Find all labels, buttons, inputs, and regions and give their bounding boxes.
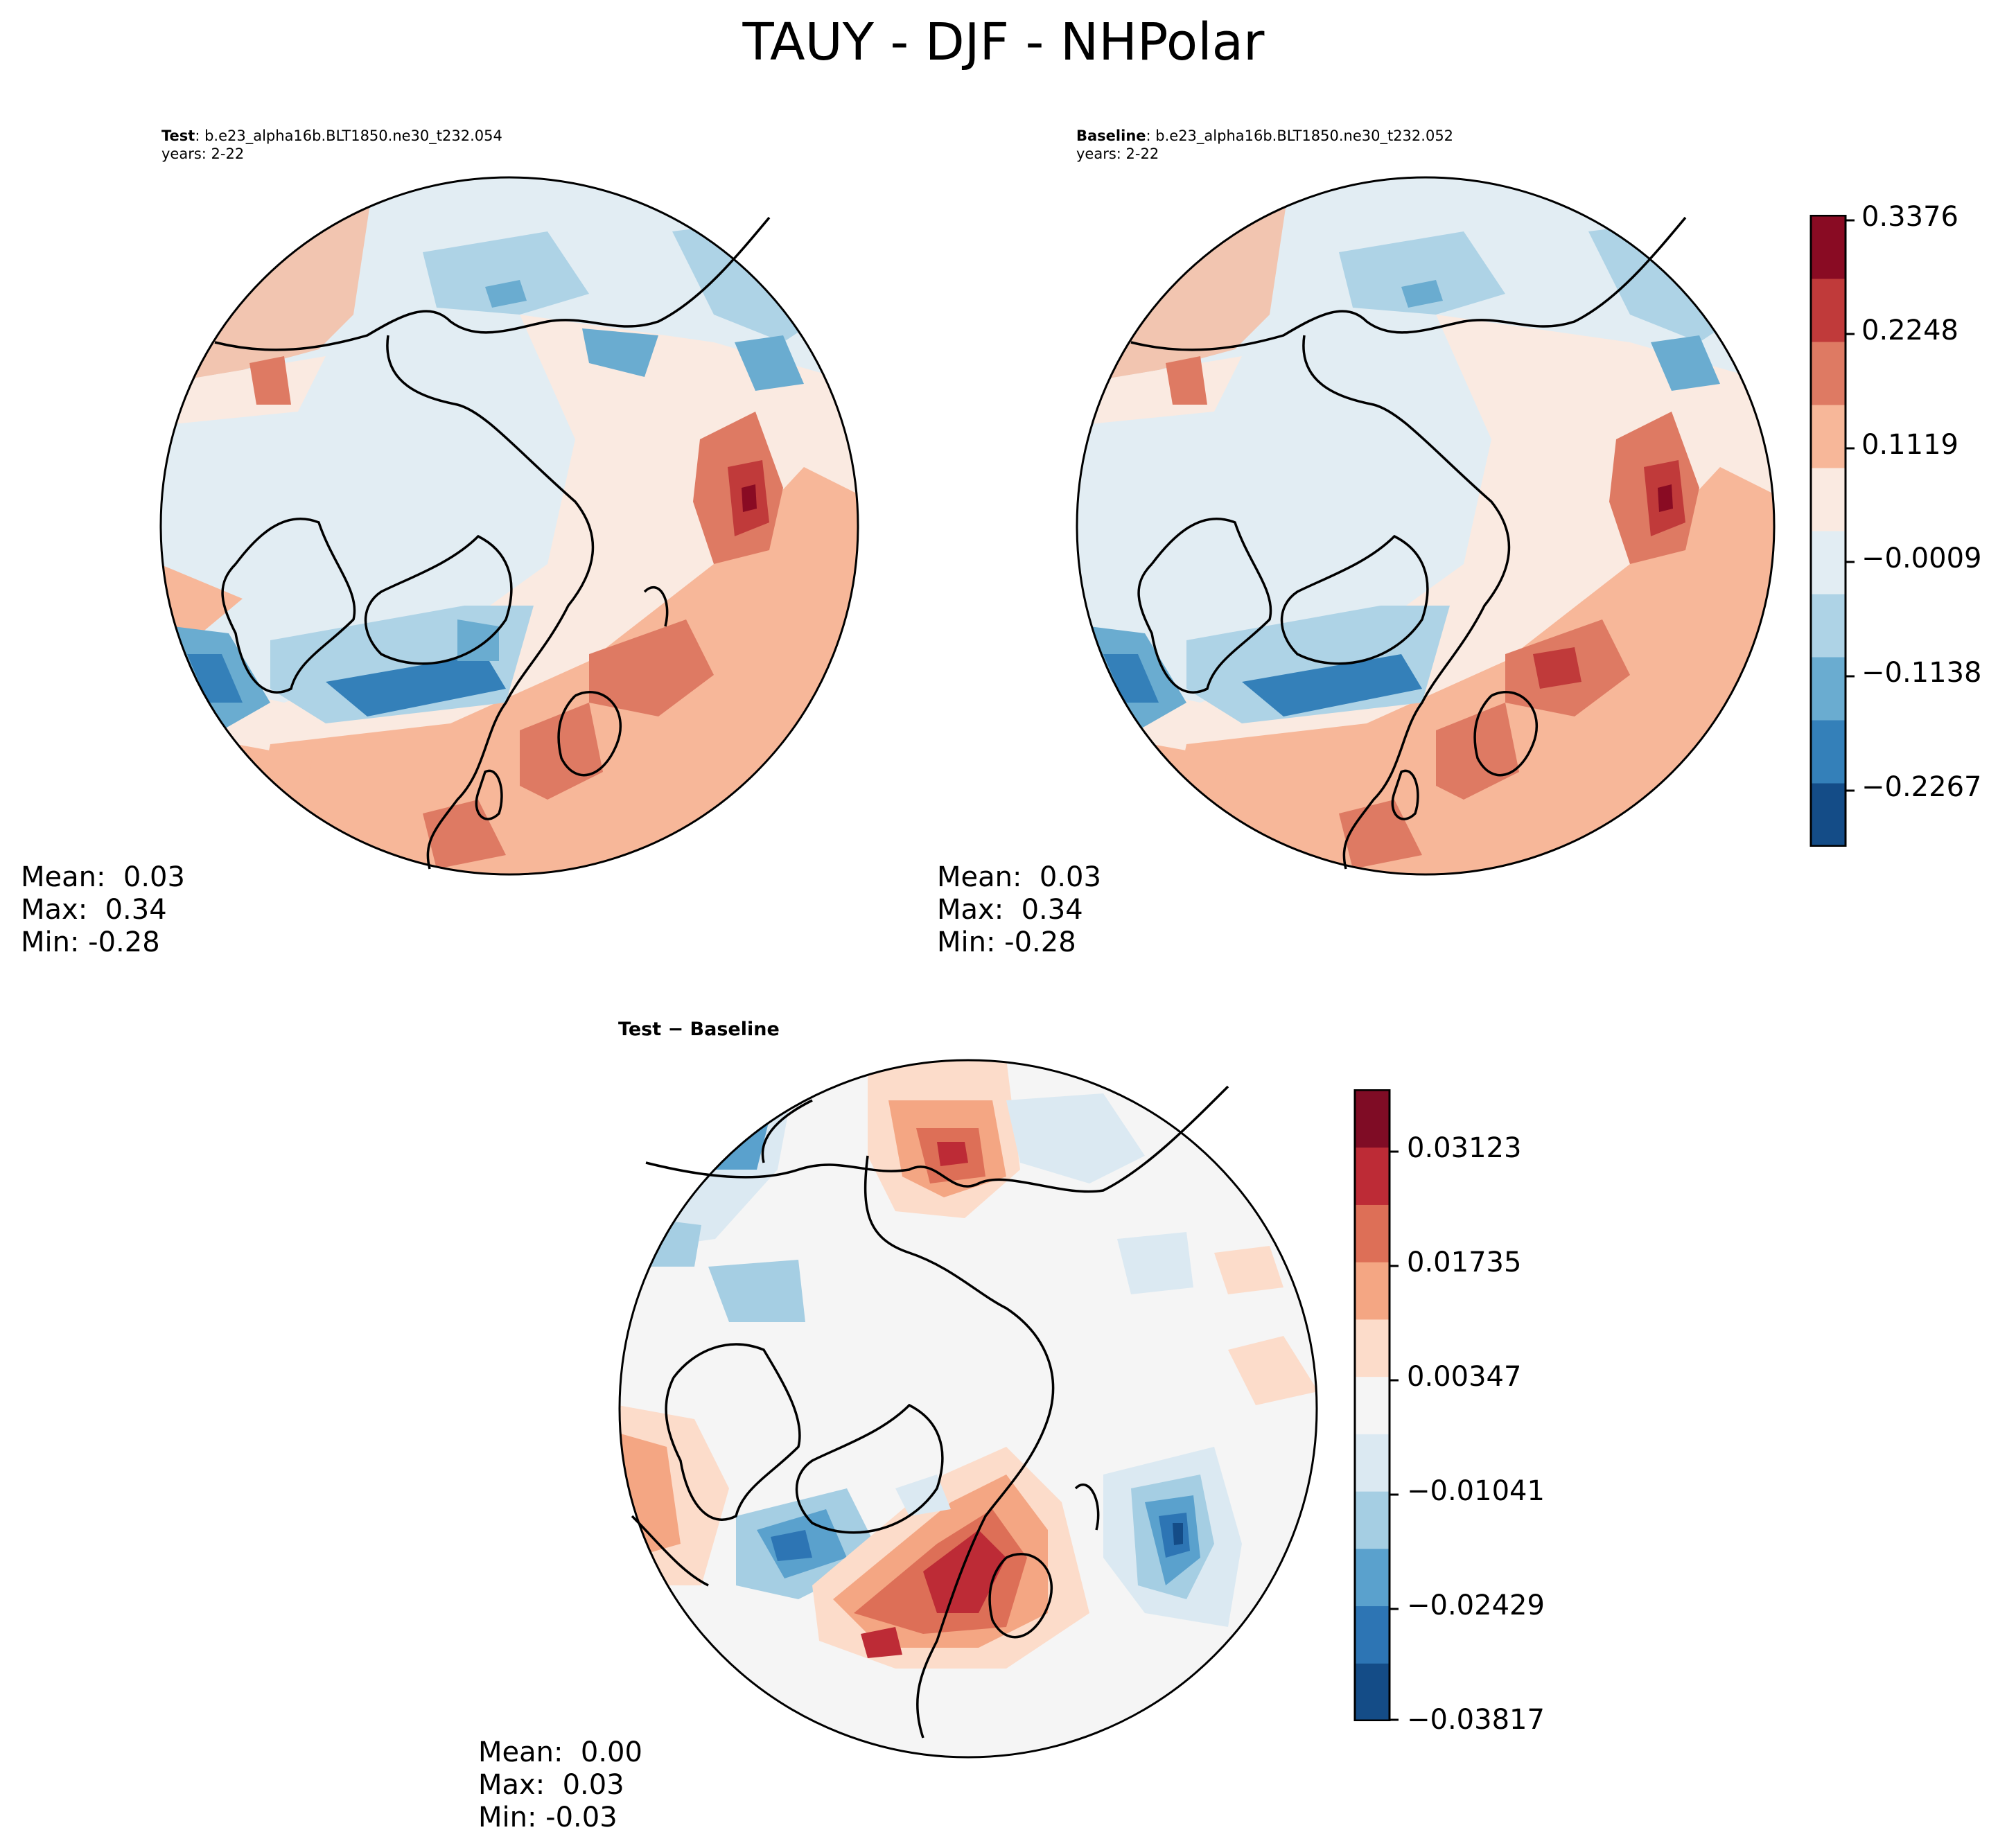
test-stat-max: Max: 0.34 xyxy=(21,894,167,926)
diff-stat-min: Min: -0.03 xyxy=(478,1802,617,1833)
main-tick-5: −0.1138 xyxy=(1861,657,1982,689)
diff-tick-2: 0.01735 xyxy=(1407,1247,1522,1278)
diff-color-band xyxy=(1355,1548,1390,1607)
main-tick-6: −0.2267 xyxy=(1861,771,1982,803)
main-colorbar-border xyxy=(1809,215,1847,847)
main-color-band xyxy=(1811,657,1846,721)
test-stat-min: Min: -0.28 xyxy=(21,926,160,958)
test-map-border xyxy=(159,176,859,876)
baseline-years: years: 2-22 xyxy=(1076,146,1159,162)
diff-color-band xyxy=(1355,1319,1390,1378)
diff-color-band xyxy=(1355,1491,1390,1549)
main-color-band xyxy=(1811,405,1846,468)
baseline-polar-map xyxy=(1076,176,1776,876)
diff-colorbar-border xyxy=(1353,1089,1391,1721)
test-panel-title: Test: b.e23_alpha16b.BLT1850.ne30_t232.0… xyxy=(161,127,502,163)
baseline-map-border xyxy=(1076,176,1776,876)
main-color-band xyxy=(1811,720,1846,784)
diff-tick-1: 0.03123 xyxy=(1407,1132,1522,1164)
test-stats: Mean: 0.03 Max: 0.34 Min: -0.28 xyxy=(21,861,185,959)
main-tick-2: 0.2248 xyxy=(1861,315,1958,346)
diff-color-band xyxy=(1355,1204,1390,1262)
main-tick-3: 0.1119 xyxy=(1861,429,1958,461)
diff-tick-6: −0.03817 xyxy=(1407,1704,1545,1736)
diff-stats: Mean: 0.00 Max: 0.03 Min: -0.03 xyxy=(478,1736,642,1834)
diff-color-band xyxy=(1355,1262,1390,1320)
baseline-coastlines xyxy=(1130,216,1687,870)
main-color-band xyxy=(1811,342,1846,405)
main-color-band xyxy=(1811,279,1846,342)
diff-color-band xyxy=(1355,1434,1390,1492)
diff-color-band xyxy=(1355,1090,1390,1148)
diff-color-band xyxy=(1355,1376,1390,1434)
main-color-band xyxy=(1811,783,1846,847)
diff-panel-title: Test − Baseline xyxy=(618,1019,780,1040)
diff-stat-max: Max: 0.03 xyxy=(478,1769,624,1801)
baseline-stats: Mean: 0.03 Max: 0.34 Min: -0.28 xyxy=(937,861,1101,959)
baseline-stat-min: Min: -0.28 xyxy=(937,926,1076,958)
test-label: Test xyxy=(161,127,195,144)
baseline-label: Baseline xyxy=(1076,127,1146,144)
diff-contour-field xyxy=(620,1060,1317,1757)
diff-stat-mean: Mean: 0.00 xyxy=(478,1736,642,1768)
baseline-panel-title: Baseline: b.e23_alpha16b.BLT1850.ne30_t2… xyxy=(1076,127,1453,163)
baseline-stat-mean: Mean: 0.03 xyxy=(937,861,1101,893)
main-color-band xyxy=(1811,215,1846,279)
diff-color-band xyxy=(1355,1663,1390,1721)
diff-polar-map xyxy=(618,1059,1318,1759)
baseline-stat-max: Max: 0.34 xyxy=(937,894,1083,926)
main-colorbar xyxy=(1809,215,1855,847)
test-case-name: : b.e23_alpha16b.BLT1850.ne30_t232.054 xyxy=(195,127,502,144)
main-color-band xyxy=(1811,468,1846,531)
diff-map-border xyxy=(618,1059,1318,1759)
diff-coastlines xyxy=(631,1085,1229,1739)
main-color-band xyxy=(1811,531,1846,595)
diff-colorbar xyxy=(1353,1089,1399,1721)
test-years: years: 2-22 xyxy=(161,146,245,162)
diff-tick-3: 0.00347 xyxy=(1407,1361,1522,1393)
test-stat-mean: Mean: 0.03 xyxy=(21,861,185,893)
test-polar-map xyxy=(159,176,859,876)
baseline-contour-field xyxy=(1077,177,1774,874)
diff-tick-4: −0.01041 xyxy=(1407,1475,1545,1507)
baseline-case-name: : b.e23_alpha16b.BLT1850.ne30_t232.052 xyxy=(1146,127,1454,144)
main-color-band xyxy=(1811,594,1846,658)
test-coastlines xyxy=(214,216,771,870)
diff-color-band xyxy=(1355,1605,1390,1664)
main-tick-4: −0.0009 xyxy=(1861,543,1982,574)
diff-tick-5: −0.02429 xyxy=(1407,1590,1545,1621)
diff-color-band xyxy=(1355,1147,1390,1205)
figure-title: TAUY - DJF - NHPolar xyxy=(742,12,1265,72)
main-tick-1: 0.3376 xyxy=(1861,201,1958,233)
test-contour-field xyxy=(161,177,858,874)
